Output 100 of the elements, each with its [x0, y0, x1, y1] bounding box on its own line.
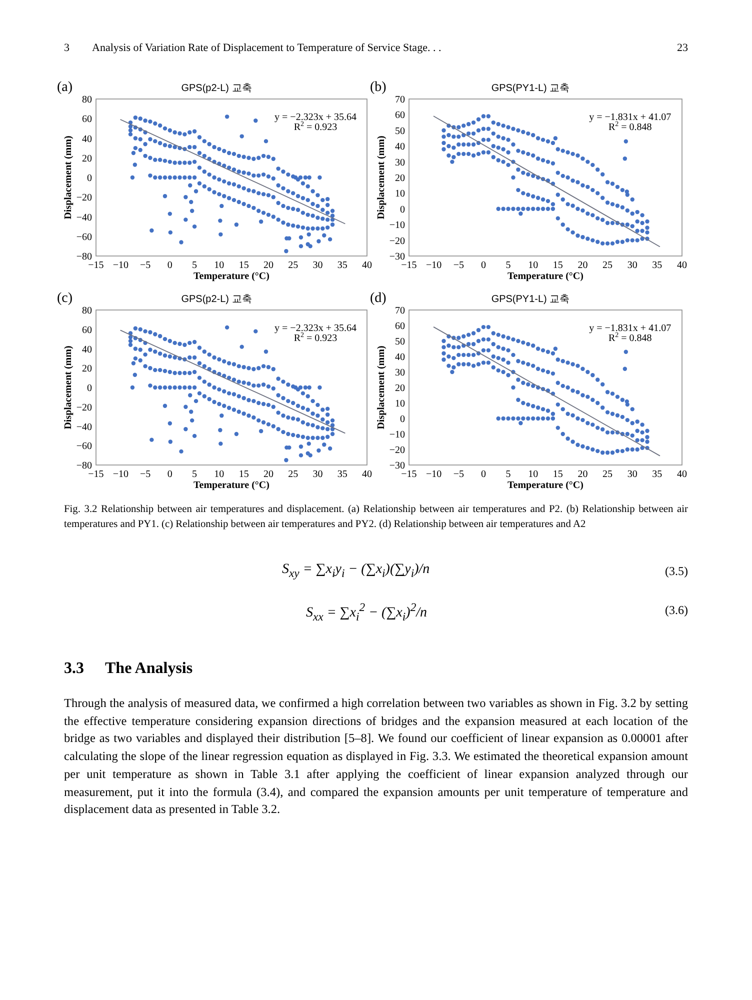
point [264, 139, 268, 144]
y-axis-title: Displacement (mm) [376, 136, 387, 220]
point [188, 410, 194, 414]
point [184, 427, 188, 432]
point [240, 344, 244, 349]
point [298, 453, 304, 458]
y-tick-label: 0 [400, 204, 405, 216]
point [325, 406, 330, 411]
point [624, 350, 628, 354]
x-tick-label: 25 [602, 260, 613, 271]
point [218, 232, 223, 237]
point [234, 432, 239, 436]
text: The Analysis [105, 660, 193, 678]
point [254, 118, 258, 123]
point [316, 239, 321, 244]
point [218, 428, 222, 432]
point [298, 444, 304, 449]
x-axis-title: Temperature (°C) [508, 271, 584, 282]
caption: Fig. 3.2 Relationship between air temperatures and displacement. (a) Relationship between air temperatures and P2. (b) Relationship between air temperatures and PY1. (c) Relationship between air temperatures and PY2. (d) Relationship between air temperatures and A2 [64, 503, 688, 532]
x-tick-label: 40 [362, 260, 372, 271]
point [218, 218, 222, 223]
chart-title: GPS(p2-L) 교축 [181, 294, 252, 305]
point [132, 372, 138, 378]
point [218, 442, 223, 446]
annotation: R$^{2}$ = 0.923 [294, 120, 338, 133]
x-tick-label: 35 [652, 260, 662, 271]
point [168, 230, 172, 235]
x-tick-label: 10 [214, 469, 224, 480]
point [526, 416, 530, 421]
x-tick-label: 10 [528, 260, 538, 271]
y-tick-label: 70 [395, 94, 405, 106]
x-tick-label: 0 [167, 469, 172, 480]
x-tick-label: −15 [401, 260, 417, 271]
point [162, 404, 168, 408]
y-tick-label: 20 [395, 383, 405, 394]
x-tick-label: −5 [453, 469, 464, 480]
point [293, 385, 298, 390]
point [284, 248, 288, 254]
x-tick-label: 35 [652, 469, 662, 480]
x-tick-label: 40 [362, 469, 372, 480]
y-tick-label: 0 [400, 414, 405, 425]
point [306, 442, 311, 446]
text: 3.3 [64, 660, 84, 678]
x-tick-label: −10 [426, 260, 442, 271]
point [516, 416, 520, 421]
point [131, 150, 136, 156]
y-tick-label: −20 [389, 445, 405, 456]
x-tick-label: 5 [192, 469, 198, 480]
x-tick-label: 30 [312, 469, 323, 480]
point [518, 212, 523, 216]
y-tick-label: 60 [82, 114, 92, 126]
text: (b) [370, 80, 387, 95]
point [188, 393, 192, 398]
y-tick-label: −30 [389, 460, 405, 472]
x-tick-label: −5 [140, 469, 151, 480]
y-tick-label: 40 [395, 352, 405, 363]
point [322, 233, 326, 238]
point [521, 206, 526, 211]
point [184, 218, 188, 222]
point [150, 228, 154, 233]
annotation: y = −1.831x + 41.07 [589, 112, 672, 123]
text: Analysis of Variation Rate of Displacement to Temperature of Service Stage. . . [92, 42, 442, 54]
point [303, 175, 308, 180]
x-tick-label: 35 [337, 260, 348, 271]
y-tick-label: 80 [82, 94, 92, 106]
x-tick-label: 0 [167, 260, 172, 271]
point [131, 361, 136, 366]
point [536, 416, 540, 421]
y-tick-label: 60 [82, 324, 92, 336]
x-tick-label: 5 [506, 469, 511, 480]
y-axis-title: Displacement (mm) [63, 346, 74, 430]
x-tick-label: −15 [88, 469, 104, 480]
x-tick-label: 25 [288, 260, 298, 271]
point [325, 196, 330, 202]
point [550, 206, 556, 211]
point [264, 350, 268, 354]
point [132, 162, 138, 167]
y-tick-label: 0 [87, 173, 92, 184]
point [530, 206, 536, 211]
y-tick-label: 60 [395, 321, 405, 332]
point [188, 183, 192, 188]
point [316, 448, 321, 453]
point [190, 208, 194, 213]
y-tick-label: 70 [395, 306, 405, 316]
x-tick-label: 15 [552, 260, 563, 271]
point [220, 204, 224, 208]
y-tick-label: −40 [76, 212, 92, 224]
point [220, 413, 224, 418]
text: 23 [677, 42, 688, 54]
point [162, 194, 168, 198]
text: S$_{xy}$ = ∑x$_{i}$y$_{i}$ − (∑x$_{i}$)(∑y$_{i}$)/n [282, 562, 430, 580]
y-tick-label: −80 [76, 460, 92, 472]
point [192, 224, 197, 229]
text: (d) [370, 291, 387, 306]
point [328, 237, 332, 242]
point [546, 206, 550, 211]
chart-title: GPS(PY1-L) 교축 [491, 294, 570, 305]
point [190, 418, 194, 423]
x-tick-label: 20 [578, 469, 588, 480]
point [287, 236, 292, 240]
